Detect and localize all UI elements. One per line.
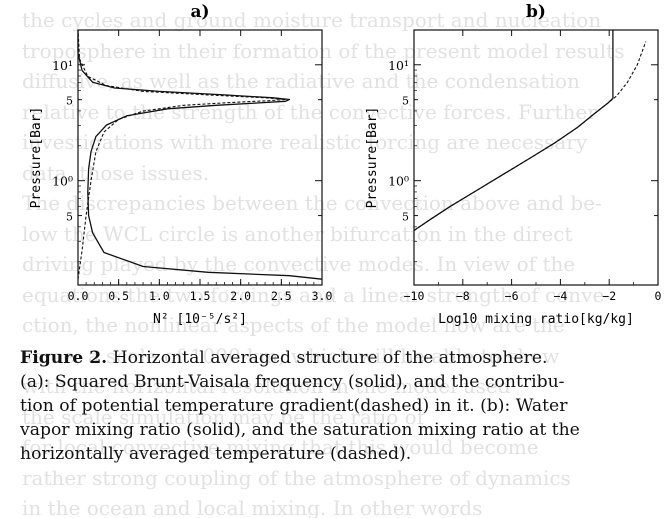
x-axis-label: N² [10⁻⁵/s²] — [153, 312, 247, 327]
x-tick-label: 3.0 — [312, 289, 333, 303]
x-tick-label: 0 — [655, 289, 662, 303]
x-tick-label: 0.0 — [68, 289, 89, 303]
y-tick-label: 10¹ — [52, 58, 73, 73]
panel-a-chart: a) 0.0 0.5 1.0 1.5 2.0 2.5 3.0 5 10⁰ 5 10¹ N² [10⁻⁵/… — [29, 2, 333, 327]
plot-frame — [77, 29, 323, 286]
panel-label: a) — [190, 2, 209, 22]
x-tick-label: 1.0 — [149, 289, 170, 303]
bleed-through-line: diffusive, as well as the radiative and … — [22, 69, 580, 93]
bleed-through-line: same, a scale of 1000 km, which will be … — [22, 343, 560, 368]
y-axis-label: Pressure[Bar] — [365, 107, 380, 209]
bleed-through-line: the cycles and ground moisture transport… — [22, 8, 602, 32]
panel-b-chart: b) −10 −8 −6 −4 −2 0 5 10⁰ 5 10¹ Log10 mixing ratio… — [365, 2, 662, 327]
bleed-through-line: the scale simulation may be the ratio of — [22, 404, 425, 429]
y-tick-label: 10⁰ — [388, 174, 409, 189]
x-tick-label: −4 — [553, 289, 567, 303]
bleed-through-line: low the WCL circle is another bifurcatio… — [22, 221, 573, 246]
x-tick-label: −10 — [404, 289, 425, 303]
bleed-through-line: for local convective mixing that this wo… — [22, 435, 539, 459]
bleed-through-line: with the horizontal resolution in the mo… — [22, 374, 511, 398]
solid-series-line — [77, 30, 323, 280]
y-tick-label: 10⁰ — [52, 174, 73, 189]
caption-text-1: Horizontal averaged structure of the atm… — [107, 348, 548, 368]
x-tick-label: 2.5 — [271, 289, 292, 303]
solid-series-line — [413, 30, 614, 232]
plot-frame — [413, 29, 659, 286]
figure-caption: Figure 2. Horizontal averaged structure … — [20, 346, 665, 466]
dashed-series-line — [413, 41, 647, 231]
x-tick-label: 0.5 — [108, 289, 129, 303]
y-tick-label: 5 — [66, 211, 73, 224]
bleed-through-line: investigations with more realistic forci… — [22, 130, 588, 154]
bleed-through-line: data, those issues. — [22, 160, 210, 185]
caption-line-4: vapor mixing ratio (solid), and the satu… — [20, 420, 580, 440]
bleed-through-line: in the ocean and local mixing. In other … — [22, 496, 483, 518]
bleed-through-line: ction, the nonlinear aspects of the mode… — [22, 313, 565, 337]
caption-line-3: tion of potential temperature gradient(d… — [20, 396, 568, 416]
x-tick-label: 2.0 — [230, 289, 251, 303]
x-tick-label: −6 — [505, 289, 519, 303]
x-axis-label: Log10 mixing ratio[kg/kg] — [438, 312, 634, 327]
figure-label: Figure 2. — [20, 348, 108, 368]
dashed-series-line — [77, 29, 286, 280]
caption-line-2: (a): Squared Brunt-Vaisala frequency (so… — [20, 372, 565, 392]
y-tick-label: 10¹ — [388, 58, 409, 73]
y-tick-label: 5 — [66, 95, 73, 108]
bleed-through-line: The discrepancies between the convection… — [22, 191, 602, 215]
caption-line-1: Figure 2. Horizontal averaged structure … — [20, 346, 665, 370]
x-tick-label: −8 — [456, 289, 470, 303]
caption-line-5: horizontally averaged temperature (dashe… — [20, 444, 412, 464]
bleed-through-line: equations the two forcings and a linear … — [22, 282, 612, 307]
panel-label: b) — [526, 2, 546, 22]
x-tick-label: 1.5 — [190, 289, 211, 303]
y-tick-label: 5 — [402, 211, 409, 224]
x-tick-label: −2 — [602, 289, 616, 303]
y-axis-label: Pressure[Bar] — [29, 107, 44, 209]
bleed-through-line: rather strong coupling of the atmosphere… — [22, 465, 571, 490]
y-tick-label: 5 — [402, 95, 409, 108]
bleed-through-line: troposphere in their formation of the pr… — [22, 38, 625, 63]
